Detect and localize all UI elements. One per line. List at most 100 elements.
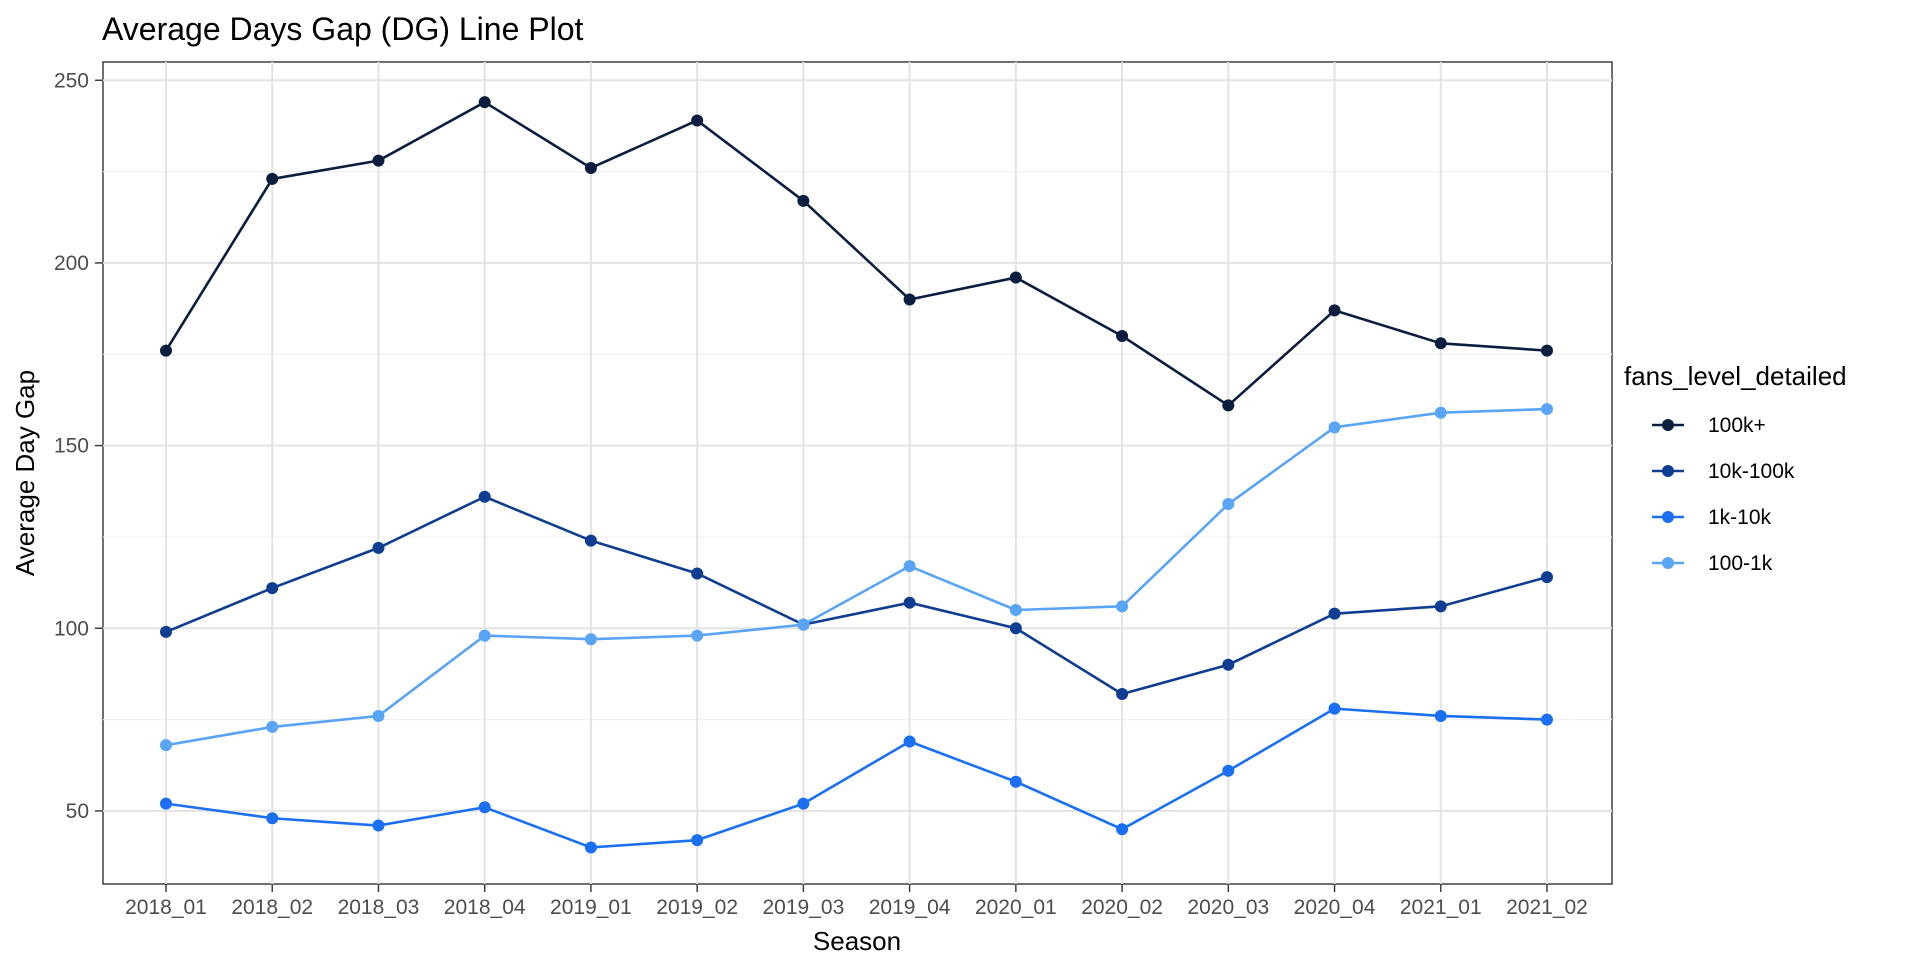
data-point [1009, 604, 1022, 616]
data-point [478, 801, 491, 814]
data-point [1009, 775, 1022, 788]
y-tick-label: 50 [66, 800, 89, 823]
data-point [1328, 702, 1341, 715]
legend-point [1662, 511, 1674, 523]
data-point [372, 819, 385, 832]
data-point [584, 633, 597, 646]
data-point [797, 194, 810, 207]
data-point [1222, 658, 1235, 671]
data-point [1222, 399, 1235, 412]
data-point [1222, 764, 1235, 777]
data-point [903, 596, 916, 609]
legend-item: 10k-100k [1652, 460, 1795, 483]
data-point [1541, 403, 1553, 416]
data-point [691, 629, 704, 642]
series-100-1k [160, 403, 1553, 752]
legend-items: 100k+ 10k-100k 1k-10k 100-1k [1652, 414, 1795, 575]
legend-point [1662, 557, 1674, 569]
grid-layer [103, 62, 1612, 884]
data-point [266, 582, 279, 595]
data-point [1116, 823, 1129, 836]
x-tick-label: 2018_02 [231, 896, 313, 919]
data-point [1328, 421, 1341, 434]
x-tick-label: 2019_04 [869, 896, 951, 919]
data-point [1434, 406, 1447, 419]
data-point [1434, 337, 1447, 350]
chart-title: Average Days Gap (DG) Line Plot [102, 11, 584, 47]
data-point [1434, 600, 1447, 613]
x-tick-label: 2020_01 [975, 896, 1057, 919]
data-point [1328, 304, 1341, 317]
plot-panel [102, 61, 1613, 885]
data-point [1541, 344, 1553, 357]
data-point [372, 709, 385, 722]
series-line [164, 495, 1549, 696]
y-tick-label: 100 [54, 617, 89, 640]
data-point [1328, 607, 1341, 620]
legend-point [1662, 465, 1674, 477]
data-point [691, 834, 704, 847]
data-point [478, 629, 491, 642]
series-1k-10k [160, 702, 1553, 854]
legend-label: 100-1k [1708, 552, 1773, 575]
y-tick-label: 250 [54, 69, 89, 92]
legend-item: 100k+ [1652, 414, 1766, 437]
series-100k+ [160, 96, 1553, 412]
data-point [266, 172, 279, 185]
y-axis-label: Average Day Gap [10, 370, 40, 576]
data-point [1541, 571, 1553, 584]
data-point [1222, 498, 1235, 511]
data-point [903, 735, 916, 748]
data-point [1116, 688, 1129, 701]
data-point [1541, 713, 1553, 726]
data-point [584, 161, 597, 174]
legend-label: 100k+ [1708, 414, 1766, 437]
x-tick-label: 2019_01 [550, 896, 632, 919]
x-tick-label: 2021_01 [1400, 896, 1482, 919]
x-tick-label: 2018_03 [338, 896, 420, 919]
x-tick-label: 2019_03 [763, 896, 845, 919]
series-line [164, 407, 1549, 747]
data-point [160, 739, 172, 752]
legend-title: fans_level_detailed [1624, 361, 1847, 391]
x-tick-label: 2018_04 [444, 896, 526, 919]
x-axis-label: Season [813, 926, 901, 956]
legend-label: 1k-10k [1708, 506, 1772, 529]
data-point [372, 154, 385, 167]
data-point [160, 625, 172, 638]
data-point [266, 720, 279, 733]
data-point [691, 567, 704, 580]
data-point [372, 541, 385, 554]
x-tick-label: 2018_01 [125, 896, 207, 919]
x-tick-label: 2021_02 [1506, 896, 1588, 919]
y-tick-label: 200 [54, 252, 89, 275]
data-point [160, 797, 172, 810]
data-point [691, 114, 704, 127]
series-line [164, 707, 1549, 849]
legend-point [1662, 419, 1674, 431]
series-layer [160, 96, 1553, 854]
data-point [266, 812, 279, 825]
series-line [164, 100, 1549, 407]
data-point [903, 293, 916, 306]
data-point [478, 96, 491, 109]
x-tick-label: 2020_04 [1294, 896, 1376, 919]
data-point [584, 841, 597, 854]
data-point [1009, 622, 1022, 635]
data-point [1009, 271, 1022, 284]
legend-item: 100-1k [1652, 552, 1773, 575]
legend-label: 10k-100k [1708, 460, 1795, 483]
data-point [160, 344, 172, 357]
x-tick-label: 2019_02 [656, 896, 738, 919]
data-point [478, 490, 491, 503]
data-point [1116, 330, 1129, 342]
data-point [797, 797, 810, 810]
data-point [1116, 600, 1129, 613]
data-point [1434, 709, 1447, 722]
legend-item: 1k-10k [1652, 506, 1772, 529]
data-point [797, 618, 810, 631]
data-point [584, 534, 597, 547]
data-point [903, 560, 916, 573]
